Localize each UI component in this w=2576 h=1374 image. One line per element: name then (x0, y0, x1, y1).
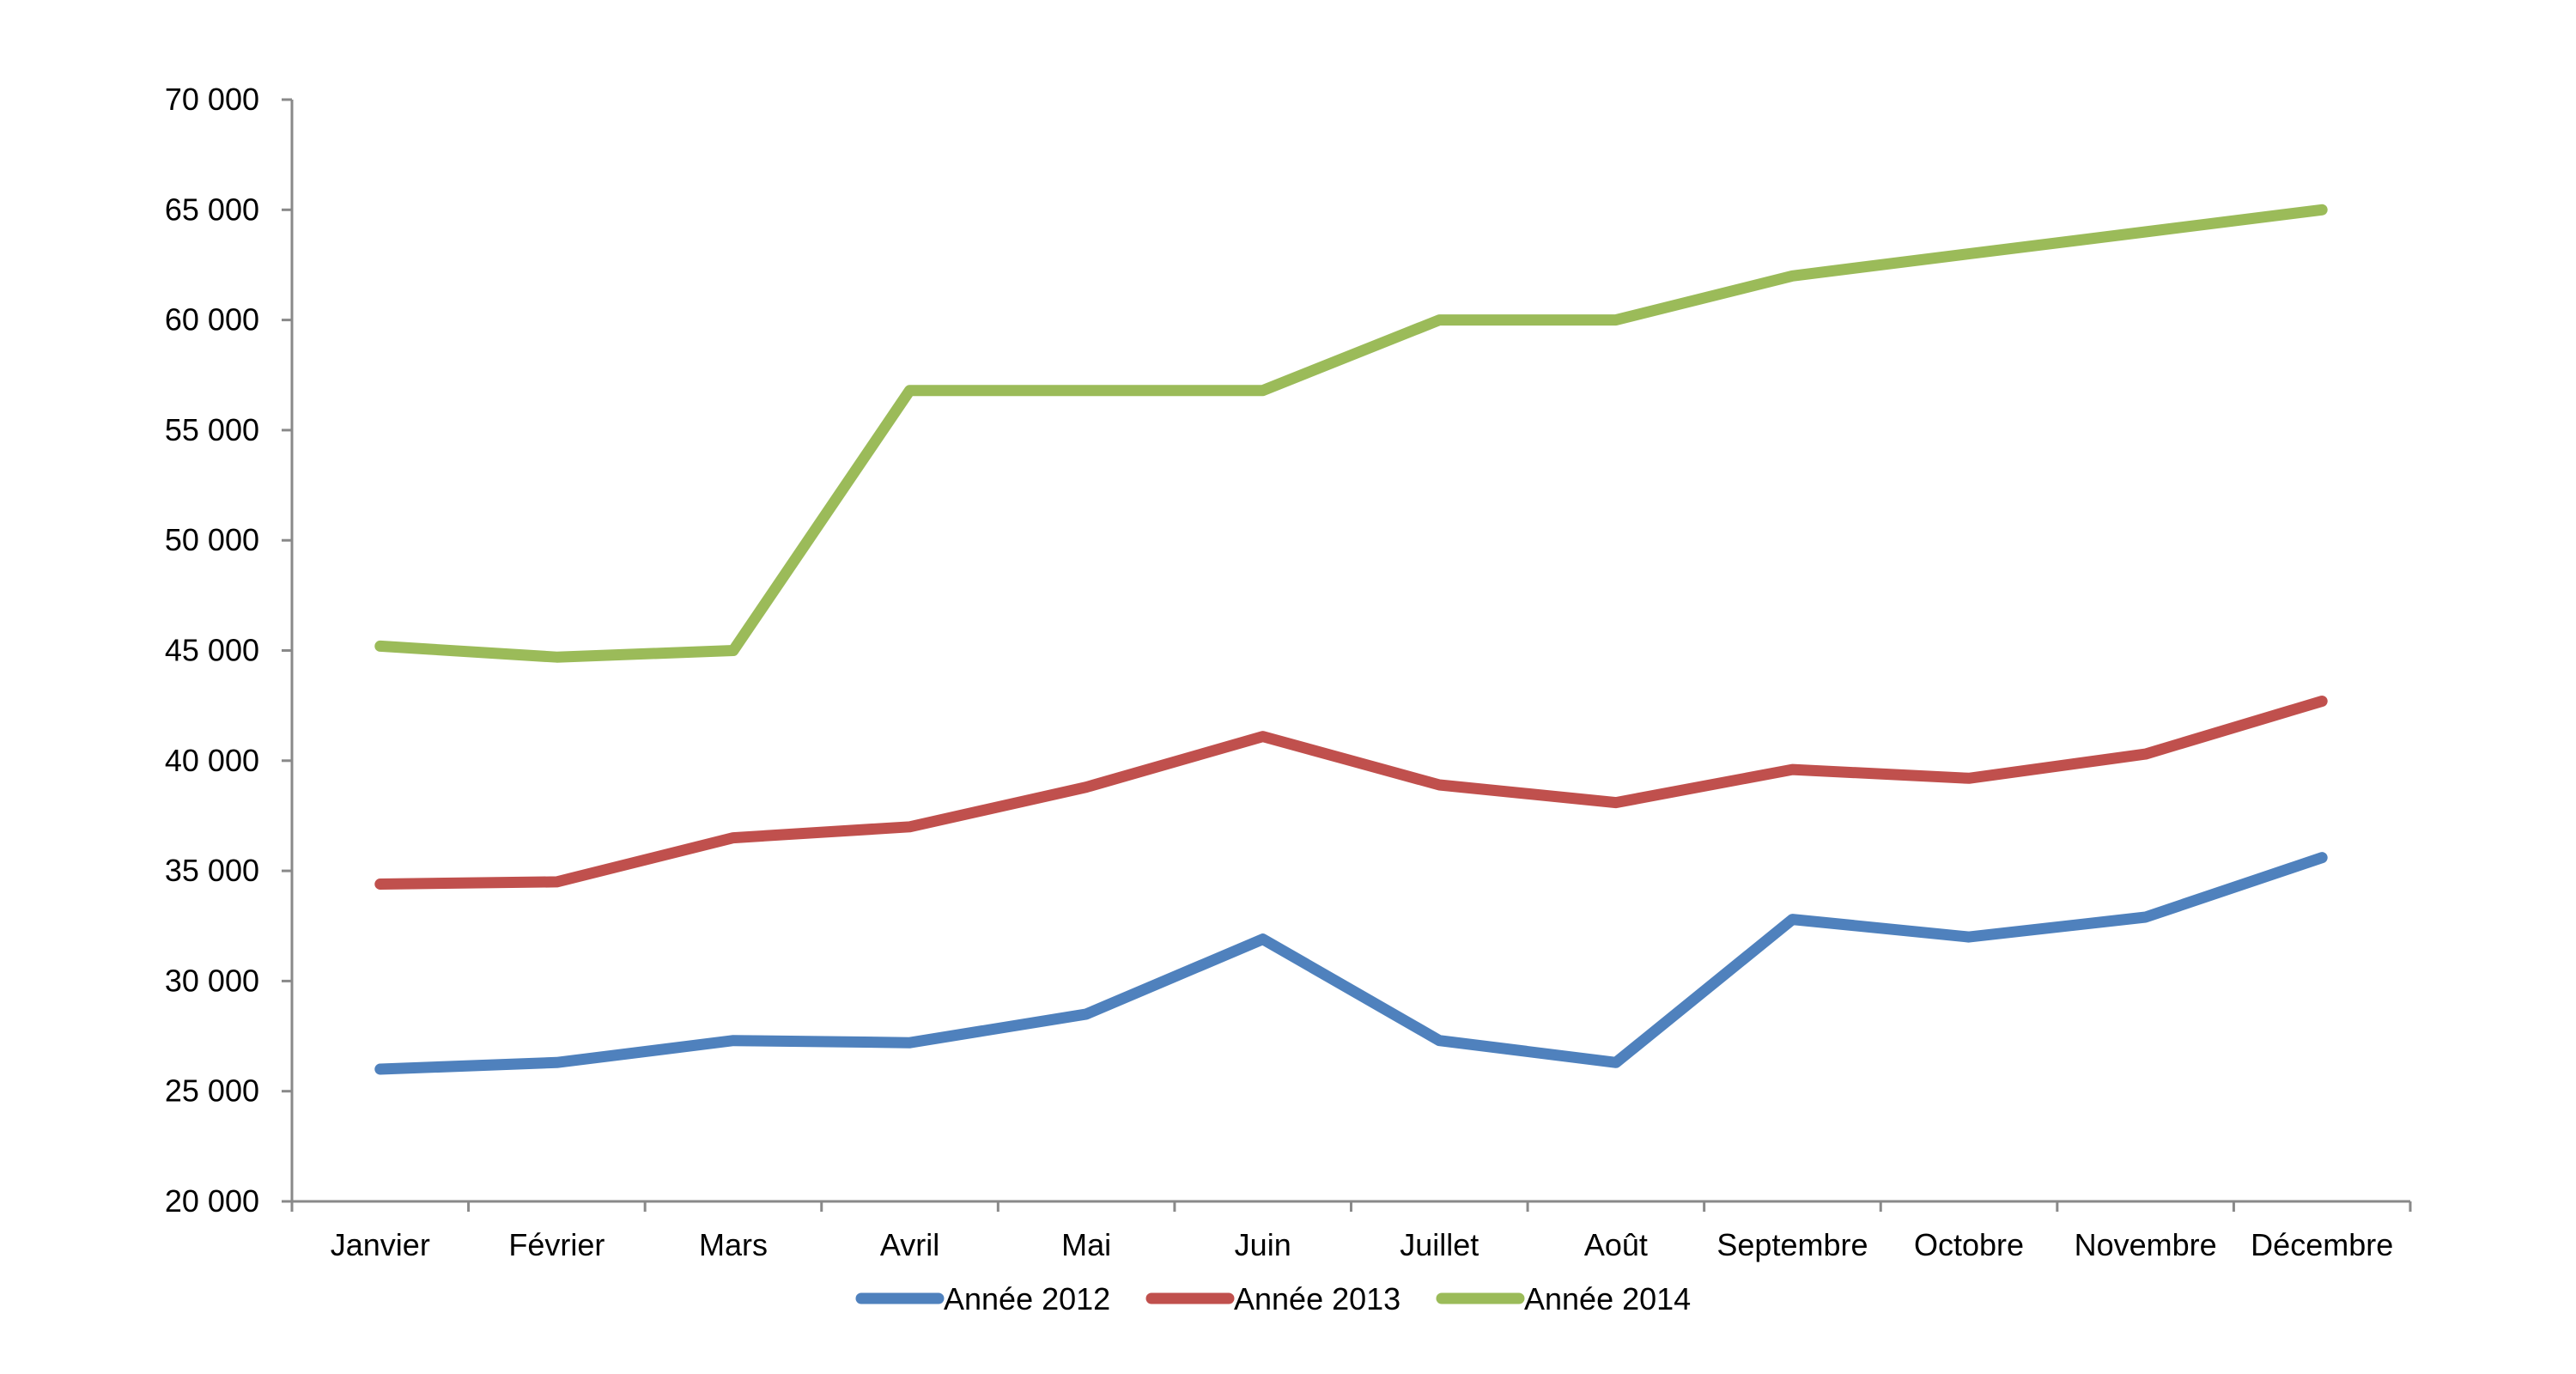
data-point (1437, 783, 1442, 787)
x-tick-label: Août (1584, 1227, 1648, 1262)
x-tick-label: Mars (699, 1227, 768, 1262)
data-point (1613, 1061, 1618, 1065)
data-point (1790, 274, 1795, 278)
data-point (1261, 388, 1265, 392)
x-tick-label: Janvier (331, 1227, 430, 1262)
data-point (1613, 318, 1618, 322)
x-tick-label: Février (508, 1227, 605, 1262)
data-point (908, 1041, 912, 1045)
data-point (731, 836, 735, 840)
data-point (1790, 768, 1795, 772)
legend-label: Année 2012 (944, 1281, 1110, 1316)
data-point (1084, 388, 1089, 392)
y-tick-label: 55 000 (165, 412, 259, 447)
data-point (1790, 917, 1795, 921)
y-tick-label: 70 000 (165, 82, 259, 117)
data-point (2320, 208, 2324, 212)
data-point (555, 1061, 559, 1065)
data-point (555, 655, 559, 660)
y-tick-label: 35 000 (165, 853, 259, 888)
x-tick-label: Octobre (1914, 1227, 2024, 1262)
y-tick-label: 40 000 (165, 743, 259, 778)
x-tick-label: Juin (1235, 1227, 1291, 1262)
data-point (1261, 937, 1265, 941)
legend-label: Année 2013 (1234, 1281, 1400, 1316)
data-point (1613, 800, 1618, 805)
data-point (731, 648, 735, 653)
y-axis: 20 000 25 000 30 000 35 000 40 000 45 000 50 0… (165, 82, 294, 1219)
data-point (2320, 855, 2324, 860)
series-lines (374, 204, 2328, 1075)
y-tick-label: 45 000 (165, 633, 259, 668)
data-point (1084, 785, 1089, 789)
data-point (1261, 734, 1265, 739)
legend-label: Année 2014 (1524, 1281, 1691, 1316)
y-tick-label: 50 000 (165, 522, 259, 557)
data-point (2143, 752, 2148, 757)
data-point (378, 644, 382, 648)
series-line-2 (374, 696, 2328, 890)
x-tick-label: Décembre (2251, 1227, 2393, 1262)
data-point (378, 1067, 382, 1072)
data-point (555, 879, 559, 884)
y-tick-label: 60 000 (165, 302, 259, 337)
data-point (1437, 318, 1442, 322)
data-point (908, 824, 912, 829)
data-point (2143, 915, 2148, 919)
x-tick-label: Mai (1061, 1227, 1111, 1262)
data-point (2143, 229, 2148, 234)
data-point (1967, 252, 1971, 256)
x-axis: Janvier Février Mars Avril Mai Juin Juillet Aoû… (290, 1200, 2412, 1262)
y-tick-label: 20 000 (165, 1183, 259, 1219)
series-line-3 (374, 204, 2328, 663)
y-tick-label: 30 000 (165, 963, 259, 998)
data-point (2320, 699, 2324, 703)
data-point (1437, 1038, 1442, 1043)
x-tick-label: Novembre (2075, 1227, 2217, 1262)
y-tick-label: 65 000 (165, 192, 259, 227)
data-point (378, 882, 382, 886)
data-point (1084, 1012, 1089, 1016)
data-point (1967, 776, 1971, 781)
x-tick-label: Septembre (1716, 1227, 1868, 1262)
x-tick-label: Juillet (1400, 1227, 1479, 1262)
series-line-1 (374, 852, 2328, 1075)
y-tick-label: 25 000 (165, 1073, 259, 1109)
data-point (731, 1038, 735, 1043)
data-point (1967, 935, 1971, 939)
data-point (908, 388, 912, 392)
legend: Année 2012 Année 2013 Année 2014 (855, 1281, 1691, 1316)
x-tick-label: Avril (880, 1227, 939, 1262)
